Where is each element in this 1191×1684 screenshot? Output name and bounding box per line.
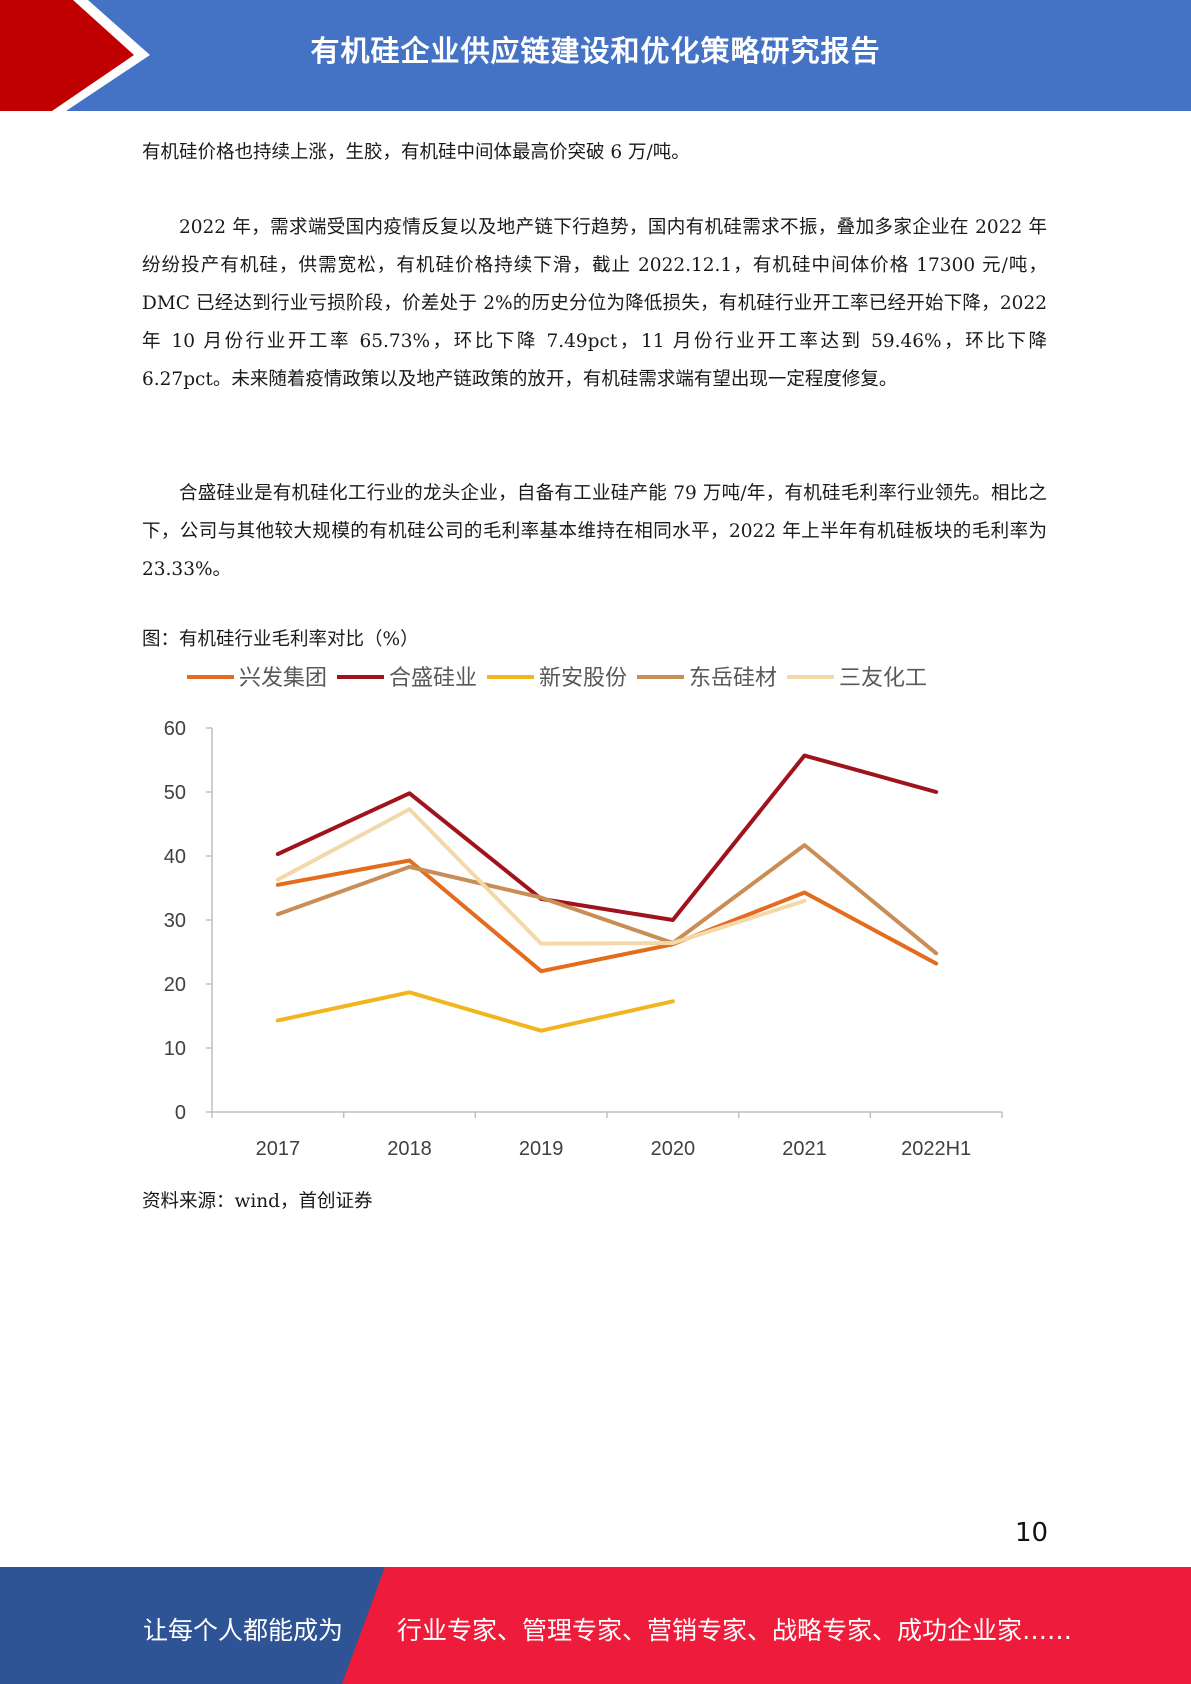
legend-label-3: 东岳硅材 [689, 666, 777, 691]
footer-slogan-left: 让每个人都能成为 [143, 1616, 344, 1645]
y-tick-label: 20 [164, 974, 186, 996]
series-line-0 [275, 858, 939, 974]
page-header: 有机硅企业供应链建设和优化策略研究报告 [0, 0, 1191, 111]
page-footer: 让每个人都能成为 行业专家、管理专家、营销专家、战略专家、成功企业家…… [0, 1567, 1191, 1684]
x-tick-label: 2019 [519, 1138, 564, 1160]
report-title: 有机硅企业供应链建设和优化策略研究报告 [310, 34, 881, 68]
y-tick-label: 50 [164, 782, 186, 804]
source-note: 资料来源：wind，首创证券 [142, 1191, 373, 1212]
gross-margin-line-chart: 0 10 20 30 40 50 60 2017 2018 2019 2020 2021 2022H1 兴… [164, 666, 1003, 1160]
x-tick-label: 2020 [651, 1138, 696, 1160]
y-tick-label: 10 [164, 1038, 186, 1060]
y-tick-label: 40 [164, 846, 186, 868]
x-tick-label: 2017 [256, 1138, 300, 1160]
paragraph-2: 2022 年，需求端受国内疫情反复以及地产链下行趋势，国内有机硅需求不振，叠加多… [142, 217, 1047, 390]
y-tick-label: 60 [164, 718, 186, 740]
y-tick-label: 0 [175, 1102, 186, 1124]
page-number: 10 [1015, 1518, 1049, 1548]
x-tick-label: 2018 [387, 1138, 432, 1160]
series-line-1 [275, 753, 939, 922]
series-line-2 [275, 990, 675, 1033]
x-tick-label: 2021 [782, 1138, 827, 1160]
paragraph-3: 合盛硅业是有机硅化工行业的龙头企业，自备有工业硅产能 79 万吨/年，有机硅毛利… [142, 483, 1047, 580]
x-tick-label: 2022H1 [901, 1138, 971, 1160]
figure-caption: 图：有机硅行业毛利率对比（%） [142, 629, 419, 650]
legend-label-4: 三友化工 [839, 666, 927, 691]
series-line-3 [275, 843, 939, 956]
y-tick-label: 30 [164, 910, 186, 932]
footer-band-shapes [0, 1567, 1191, 1684]
legend-label-2: 新安股份 [539, 666, 627, 691]
series-line-4 [275, 807, 807, 946]
legend-label-1: 合盛硅业 [389, 666, 477, 691]
arrow-decoration-icon [0, 0, 150, 111]
footer-slogan-right: 行业专家、管理专家、营销专家、战略专家、成功企业家…… [397, 1616, 1073, 1645]
paragraph-1: 有机硅价格也持续上涨，生胶，有机硅中间体最高价突破 6 万/吨。 [142, 142, 690, 163]
legend-label-0: 兴发集团 [239, 666, 327, 691]
